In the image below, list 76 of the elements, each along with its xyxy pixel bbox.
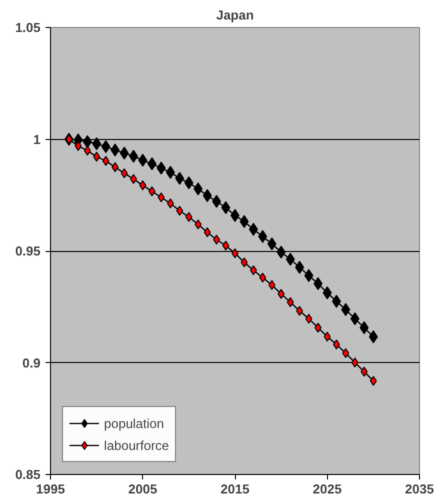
point: [286, 297, 294, 308]
point: [286, 252, 295, 266]
point: [314, 322, 322, 333]
point: [324, 332, 331, 342]
point: [184, 176, 194, 190]
point: [204, 227, 211, 238]
point: [332, 294, 341, 308]
point: [222, 240, 230, 251]
point: [258, 230, 268, 243]
point: [92, 137, 102, 150]
point: [166, 166, 175, 179]
point: [259, 272, 266, 283]
point: [202, 189, 212, 202]
point: [351, 358, 358, 368]
point: [221, 201, 230, 214]
point: [138, 154, 148, 167]
point: [158, 192, 165, 202]
y-tick-label: 1: [33, 132, 41, 147]
y-tick-label: 0.85: [15, 467, 41, 482]
point: [120, 168, 128, 178]
point: [370, 376, 377, 386]
point: [305, 314, 312, 324]
point: [268, 280, 276, 290]
point: [295, 260, 304, 274]
point: [139, 180, 146, 190]
point: [84, 146, 91, 156]
chart-title: Japan: [216, 8, 254, 22]
point: [360, 321, 369, 334]
point: [102, 156, 110, 166]
point: [296, 306, 304, 316]
point: [82, 135, 92, 148]
point: [278, 288, 285, 299]
point: [250, 265, 257, 276]
point: [240, 257, 248, 268]
point: [350, 312, 360, 326]
point: [267, 237, 276, 250]
point: [360, 366, 368, 377]
point: [194, 219, 202, 230]
point: [341, 303, 350, 316]
x-tick-label: 2035: [405, 482, 434, 496]
legend-label: labourforce: [104, 438, 170, 452]
point: [110, 143, 120, 156]
point: [156, 162, 166, 175]
point: [213, 234, 220, 245]
point: [112, 162, 119, 172]
point: [322, 286, 332, 300]
point: [130, 174, 138, 184]
x-tick-label: 2005: [128, 482, 158, 496]
point: [194, 182, 203, 196]
y-tick-label: 0.9: [22, 355, 41, 370]
point: [166, 198, 174, 208]
point: [332, 339, 340, 350]
point: [276, 246, 286, 259]
point: [93, 152, 100, 162]
point: [304, 269, 314, 282]
x-tick-label: 1995: [36, 482, 65, 496]
point: [101, 140, 110, 154]
point: [147, 157, 156, 170]
point: [368, 330, 378, 344]
point: [212, 194, 222, 208]
x-tick-label: 2015: [220, 482, 250, 496]
point: [240, 215, 249, 228]
y-tick-label: 1.05: [15, 20, 41, 35]
point: [342, 348, 350, 358]
y-tick-label: 0.95: [15, 244, 41, 258]
legend-label: population: [104, 416, 164, 430]
point: [120, 146, 129, 160]
point: [176, 206, 184, 216]
x-tick-label: 2025: [312, 482, 342, 496]
point: [148, 186, 156, 196]
point: [175, 172, 184, 185]
point: [74, 140, 82, 151]
point: [129, 150, 138, 163]
point: [314, 277, 323, 290]
point: [248, 222, 258, 236]
point: [185, 212, 192, 222]
